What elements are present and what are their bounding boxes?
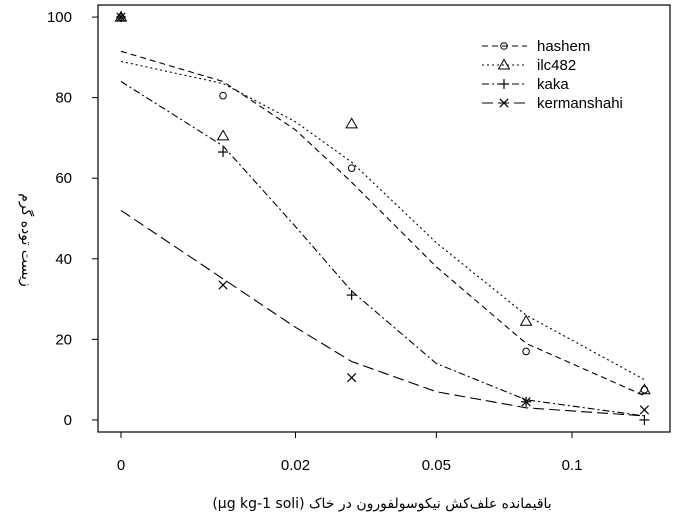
point-ilc482	[216, 129, 230, 141]
fit-curve-kaka	[120, 81, 645, 417]
y-tick-label: 0	[64, 412, 72, 429]
data-points	[114, 10, 651, 425]
point-hashem	[522, 347, 530, 356]
y-tick-label: 100	[47, 9, 72, 26]
fit-curve-hashem	[120, 50, 645, 397]
point-kaka	[218, 147, 229, 158]
cross-b	[521, 397, 531, 407]
fit-curve-ilc482	[120, 60, 645, 381]
plot-frame	[97, 4, 671, 433]
point-kermanshahi	[639, 405, 650, 415]
y-tick-label: 40	[55, 251, 72, 268]
y-tick-label: 20	[55, 331, 72, 348]
x-tick-label: 0.05	[422, 457, 451, 474]
point-hashem	[347, 164, 356, 172]
legend-marker-hashem	[500, 42, 508, 50]
point-ilc482	[638, 383, 651, 395]
point-kaka	[639, 414, 650, 425]
point-kermanshahi	[347, 372, 357, 383]
y-axis-title: زیست توده گرم	[18, 193, 35, 287]
x-axis-title: باقیمانده علف‌کش نیکوسولفورون در خاک (μg…	[212, 496, 551, 512]
x-tick-label: 0.1	[562, 457, 583, 474]
point-ilc482	[345, 117, 359, 129]
y-tick-label: 60	[55, 170, 72, 187]
legend: hashem ilc482 kaka kermanshahi	[482, 38, 623, 112]
point-kermanshahi	[521, 397, 531, 407]
legend-label-kaka: kaka	[537, 76, 569, 93]
legend-marker-kermanshahi	[499, 98, 509, 108]
fit-curve-kermanshahi	[120, 209, 645, 417]
axis-ticks: 0 20 40 60 80 100 0 0.02 0.05 0.1	[47, 9, 582, 474]
cross-b	[639, 405, 650, 415]
point-kaka	[346, 290, 357, 301]
legend-label-ilc482: ilc482	[537, 57, 576, 74]
cross-b	[499, 98, 509, 108]
legend-marker-kaka	[499, 79, 509, 89]
point-hashem	[219, 91, 227, 100]
point-kermanshahi	[218, 280, 228, 290]
x-tick-label: 0.02	[281, 457, 310, 474]
legend-label-hashem: hashem	[537, 38, 590, 55]
point-ilc482	[519, 314, 533, 326]
fitted-curves	[120, 50, 645, 417]
cross-b	[347, 372, 357, 383]
cross-b	[218, 280, 228, 290]
point-kermanshahi	[116, 12, 126, 22]
y-tick-label: 80	[55, 90, 72, 107]
cross-b	[116, 12, 126, 22]
legend-marker-ilc482	[497, 58, 511, 70]
legend-label-kermanshahi: kermanshahi	[537, 95, 623, 112]
x-tick-label: 0	[117, 457, 125, 474]
